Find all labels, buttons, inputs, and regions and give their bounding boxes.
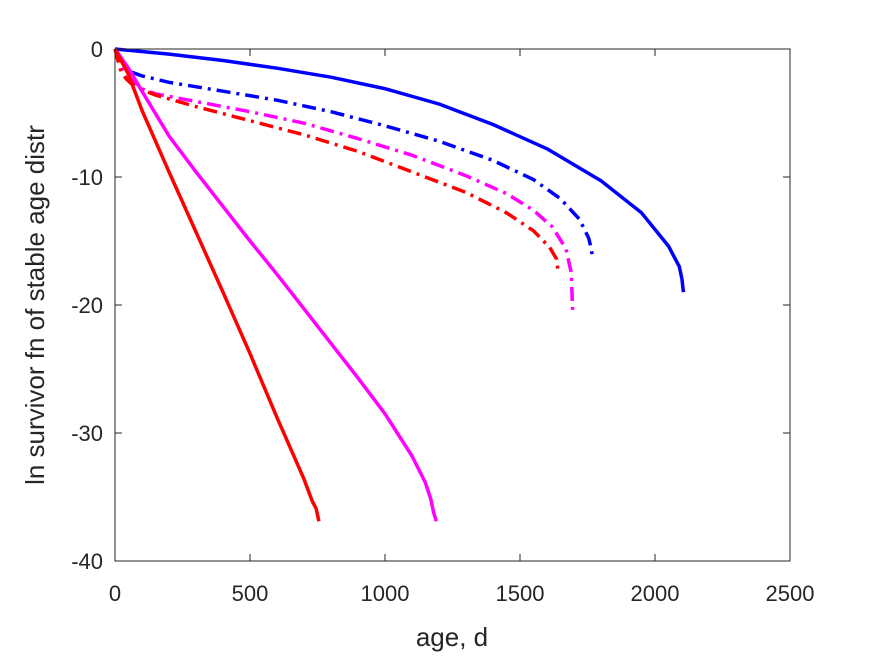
x-tick-label: 2500 bbox=[766, 581, 815, 606]
y-tick-label: -10 bbox=[71, 165, 103, 190]
series-line-3 bbox=[113, 48, 575, 315]
series-line-5 bbox=[113, 47, 438, 522]
series-line-6 bbox=[113, 48, 321, 522]
y-axis-label: ln survivor fn of stable age distr bbox=[20, 125, 50, 485]
x-tick-label: 500 bbox=[232, 581, 269, 606]
x-tick-label: 1000 bbox=[361, 581, 410, 606]
plot-background bbox=[115, 49, 790, 561]
x-axis-label: age, d bbox=[416, 622, 488, 652]
series-layer bbox=[113, 47, 686, 522]
x-tick-label: 1500 bbox=[496, 581, 545, 606]
y-tick-label: -20 bbox=[71, 293, 103, 318]
y-ticks: 0 -10 -20 -30 -40 bbox=[71, 37, 790, 574]
series-line-1 bbox=[114, 47, 686, 293]
y-tick-label: -30 bbox=[71, 421, 103, 446]
x-tick-label: 0 bbox=[109, 581, 121, 606]
y-tick-label: 0 bbox=[91, 37, 103, 62]
x-ticks: 0 500 1000 1500 2000 2500 bbox=[109, 49, 815, 606]
y-tick-label: -40 bbox=[71, 549, 103, 574]
series-line-2 bbox=[113, 48, 595, 258]
x-tick-label: 2000 bbox=[631, 581, 680, 606]
